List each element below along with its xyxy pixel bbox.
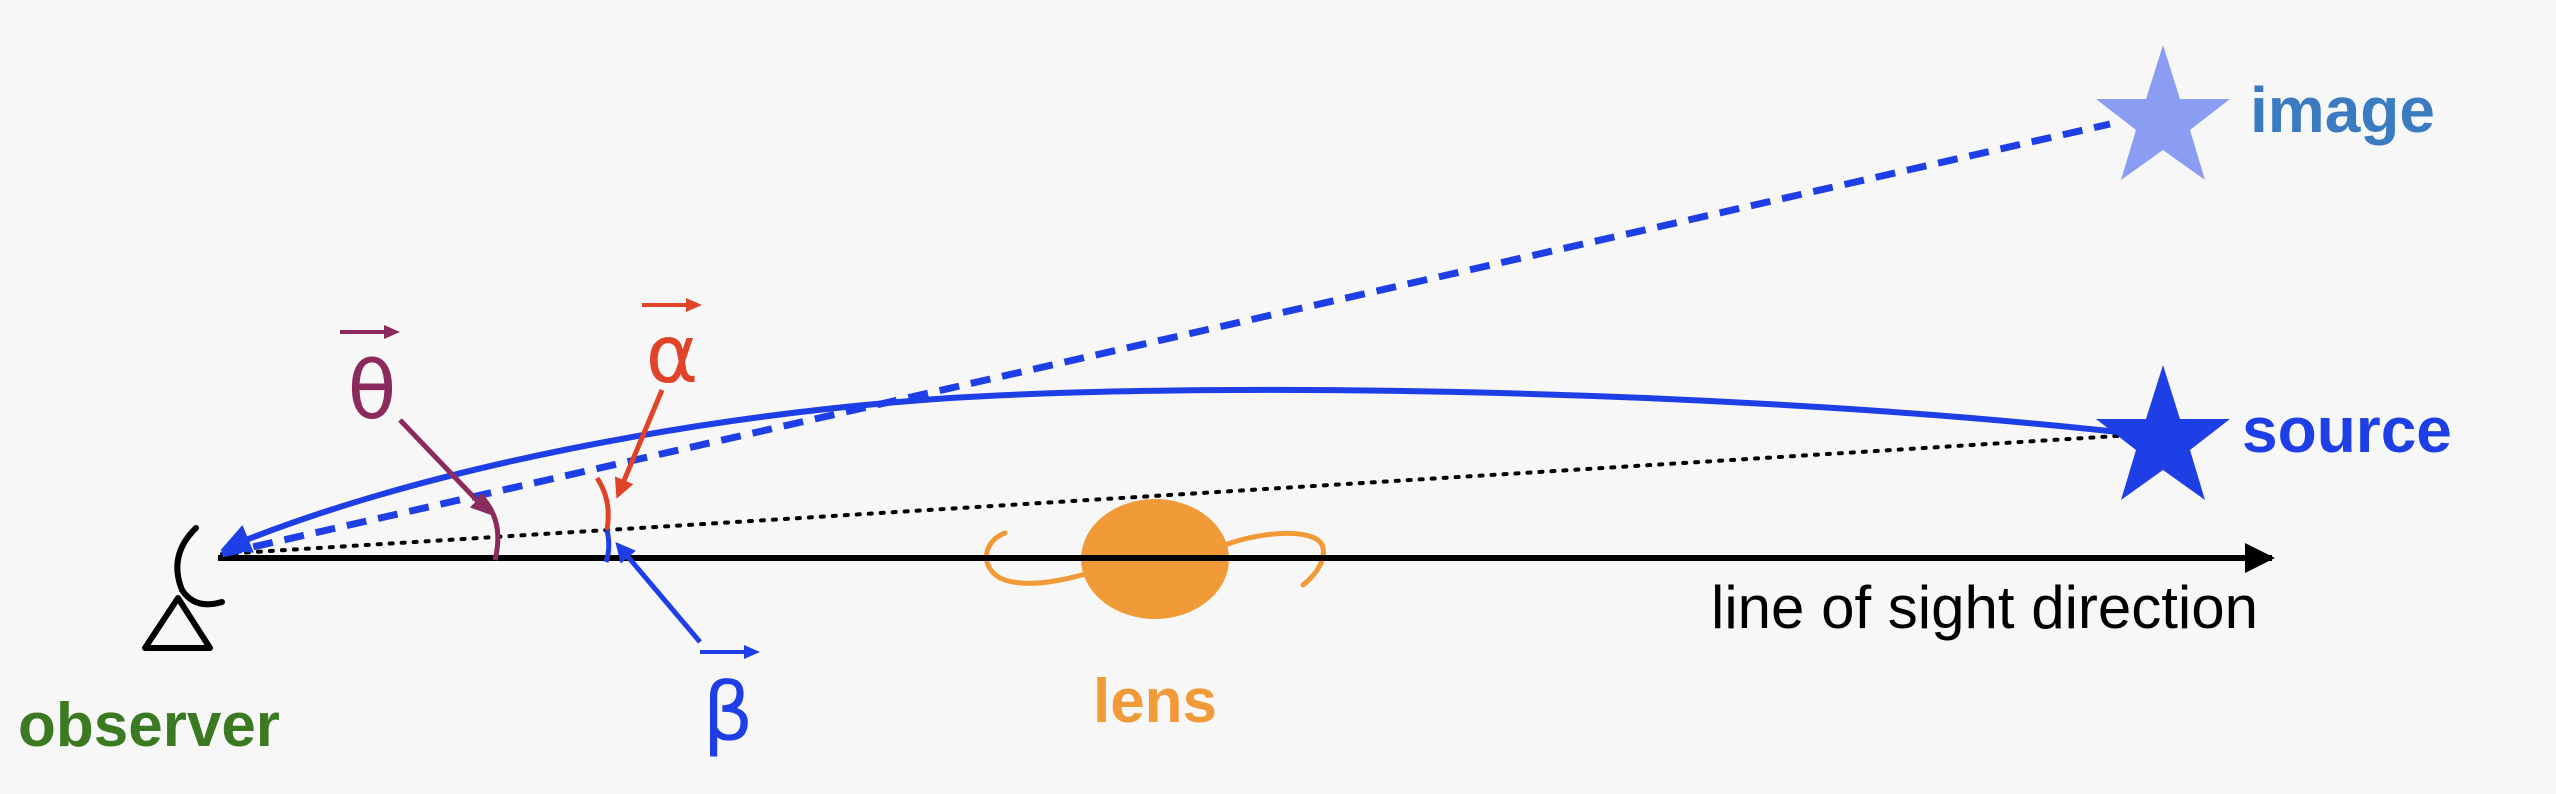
alpha-vector-arrow (642, 298, 702, 312)
image-star-icon (2096, 45, 2230, 180)
bent-light-path (220, 386, 2119, 553)
source-star-icon (2096, 365, 2230, 500)
theta-pointer-arrow (398, 418, 491, 515)
line-of-sight-label: line of sight direction (1711, 574, 2258, 641)
theta-vector-arrow (340, 325, 400, 339)
beta-vector-arrow (700, 645, 760, 659)
beta-angle-arc (603, 529, 612, 563)
lens-label: lens (1093, 667, 1217, 736)
telescope-icon (142, 525, 225, 651)
observer-label: observer (18, 691, 280, 760)
apparent-image-direction (221, 120, 2111, 558)
true-source-direction (220, 431, 2167, 556)
alpha-angle-arc (594, 476, 611, 531)
beta-pointer-arrow (615, 541, 702, 644)
alpha-label: α (646, 308, 699, 401)
image-label: image (2250, 74, 2435, 146)
theta-label: θ (348, 344, 397, 437)
lens-ring-right (1222, 530, 1326, 588)
alpha-pointer-arrow (614, 389, 665, 499)
beta-label: β (702, 666, 753, 759)
source-label: source (2242, 394, 2452, 466)
